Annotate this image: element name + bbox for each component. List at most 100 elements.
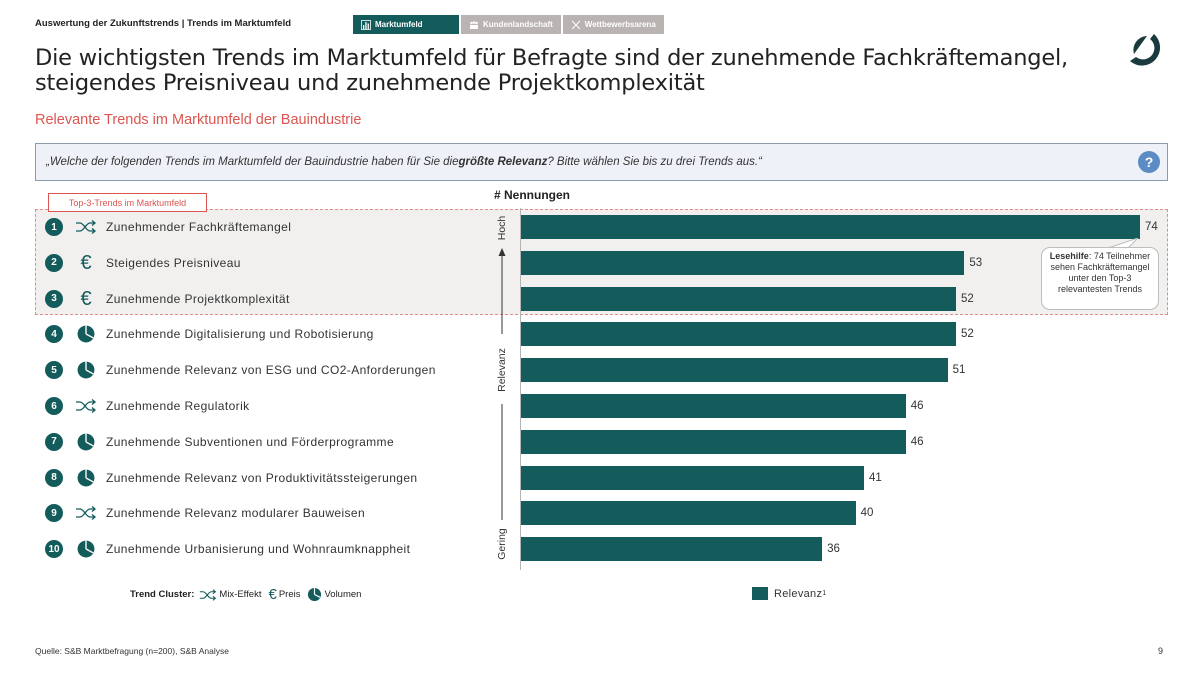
chart-baseline — [520, 208, 521, 570]
axis-bottom-label: Gering — [496, 528, 508, 560]
section-subtitle: Relevante Trends im Marktumfeld der Baui… — [35, 112, 362, 128]
tab-label: Kundenlandschaft — [483, 20, 553, 29]
bar-value-label: 41 — [868, 471, 882, 484]
trend-label: Zunehmende Relevanz von Produktivitätsst… — [106, 470, 418, 485]
pie-chart-icon — [75, 539, 97, 559]
bar — [521, 465, 864, 490]
people-icon — [470, 20, 478, 29]
trend-row: 5 Zunehmende Relevanz von ESG und CO2-Anf… — [45, 360, 436, 380]
section-tabs: Marktumfeld Kundenlandschaft Wettbewerbs… — [353, 15, 664, 34]
bar-value-label: 52 — [960, 292, 974, 305]
relevanz-axis: Hoch Relevanz Gering — [490, 212, 514, 567]
trend-row: 3 € Zunehmende Projektkomplexität — [45, 289, 290, 309]
shuffle-icon — [75, 503, 97, 523]
bar-value-label: 40 — [860, 507, 874, 520]
pie-chart-icon — [75, 432, 97, 452]
help-icon[interactable]: ? — [1138, 151, 1160, 173]
rank-badge: 4 — [45, 325, 63, 344]
series-legend: Relevanz 1 — [752, 587, 826, 600]
question-suffix: ? Bitte wählen Sie bis zu drei Trends au… — [547, 156, 762, 168]
tab-label: Wettbewerbsarena — [584, 20, 656, 29]
pie-chart-icon — [307, 587, 322, 602]
trend-label: Zunehmende Relevanz modularer Bauweisen — [106, 506, 366, 521]
shuffle-icon — [199, 588, 217, 602]
brand-logo-icon — [1130, 34, 1161, 66]
trend-row: 7 Zunehmende Subventionen und Förderprogr… — [45, 432, 394, 452]
cluster-label-mix: Mix-Effekt — [219, 589, 262, 600]
trend-label: Zunehmender Fachkräftemangel — [106, 220, 292, 234]
top3-label: Top-3-Trends im Marktumfeld — [48, 193, 207, 212]
reading-aid-callout: Lesehilfe: 74 Teilnehmer sehen Fachkräft… — [1041, 247, 1159, 310]
tab-wettbewerbsarena[interactable]: Wettbewerbsarena — [562, 15, 664, 34]
rank-badge: 8 — [45, 468, 63, 487]
bar — [521, 501, 856, 526]
survey-question: „Welche der folgenden Trends im Marktumf… — [35, 143, 1168, 181]
cluster-legend-title: Trend Cluster: — [130, 589, 195, 600]
cluster-label-preis: Preis — [278, 589, 301, 600]
tab-kundenlandschaft[interactable]: Kundenlandschaft — [461, 15, 561, 34]
rank-badge: 3 — [45, 289, 63, 308]
callout-text: : 74 Teilnehmer sehen Fachkräftemangel u… — [1050, 251, 1151, 294]
bar — [521, 358, 948, 383]
source-note: Quelle: S&B Marktbefragung (n=200), S&B … — [35, 646, 229, 656]
trend-label: Zunehmende Digitalisierung und Robotisie… — [106, 327, 374, 342]
chart-title: # Nennungen — [494, 188, 571, 202]
page-number: 9 — [1158, 646, 1164, 656]
trend-row: 1 Zunehmender Fachkräftemangel — [45, 217, 291, 237]
trend-row: 6 Zunehmende Regulatorik — [45, 396, 250, 416]
trend-row: 2 € Steigendes Preisniveau — [45, 253, 241, 273]
question-prefix: „Welche der folgenden Trends im Marktumf… — [46, 156, 459, 168]
euro-icon: € — [80, 251, 92, 274]
axis-title: Relevanz — [496, 348, 508, 392]
tab-label: Marktumfeld — [375, 20, 423, 29]
shuffle-icon — [75, 217, 97, 237]
question-bold: größte Relevanz — [458, 156, 548, 168]
bar — [521, 250, 965, 275]
rank-badge: 6 — [45, 397, 63, 415]
trend-row: 9 Zunehmende Relevanz modularer Bauweisen — [45, 503, 365, 523]
bar — [521, 537, 823, 562]
rank-badge: 10 — [45, 540, 63, 559]
rank-badge: 7 — [45, 432, 63, 451]
rank-badge: 2 — [45, 253, 63, 272]
trend-label: Zunehmende Relevanz von ESG und CO2-Anfo… — [106, 363, 436, 378]
bar-value-label: 51 — [952, 364, 966, 377]
callout-bold: Lesehilfe — [1049, 251, 1089, 261]
trend-row: 10 Zunehmende Urbanisierung und Wohnraumk… — [45, 539, 410, 559]
legend-swatch — [752, 587, 768, 600]
bar-value-label: 36 — [827, 543, 840, 556]
bar-chart-icon — [361, 19, 371, 30]
page-headline: Die wichtigsten Trends im Marktumfeld fü… — [35, 45, 1069, 96]
bar — [521, 322, 956, 347]
bar — [521, 394, 906, 418]
trend-label: Zunehmende Projektkomplexität — [106, 291, 290, 306]
bar — [521, 429, 906, 454]
rank-badge: 1 — [45, 218, 63, 236]
bar-value-label: 74 — [1145, 221, 1158, 233]
tab-marktumfeld[interactable]: Marktumfeld — [353, 15, 459, 34]
bar — [521, 286, 956, 311]
rank-badge: 9 — [45, 504, 63, 523]
rank-badge: 5 — [45, 361, 63, 380]
trend-label: Zunehmende Urbanisierung und Wohnraumkna… — [106, 542, 411, 557]
breadcrumb: Auswertung der Zukunftstrends | Trends i… — [35, 18, 292, 29]
trend-row: 8 Zunehmende Relevanz von Produktivitätss… — [45, 468, 418, 488]
legend-label: Relevanz — [774, 587, 823, 600]
pie-chart-icon — [75, 360, 97, 380]
bar-value-label: 46 — [910, 400, 924, 412]
cluster-label-volumen: Volumen — [324, 589, 362, 600]
swords-icon — [571, 20, 581, 29]
legend-footnote: 1 — [822, 590, 827, 597]
trend-label: Zunehmende Subventionen und Förderprogra… — [106, 434, 395, 449]
cluster-legend: Trend Cluster: Mix-Effekt € Preis Volume… — [130, 586, 366, 603]
trend-label: Zunehmende Regulatorik — [106, 399, 250, 413]
axis-top-label: Hoch — [496, 215, 508, 241]
trend-row: 4 Zunehmende Digitalisierung und Robotisi… — [45, 324, 374, 344]
pie-chart-icon — [75, 324, 97, 344]
euro-icon: € — [268, 586, 277, 603]
bar-value-label: 46 — [910, 435, 924, 448]
trend-label: Steigendes Preisniveau — [106, 255, 241, 270]
relevanz-arrow-icon — [498, 248, 506, 520]
pie-chart-icon — [75, 468, 97, 488]
bar — [521, 215, 1140, 239]
